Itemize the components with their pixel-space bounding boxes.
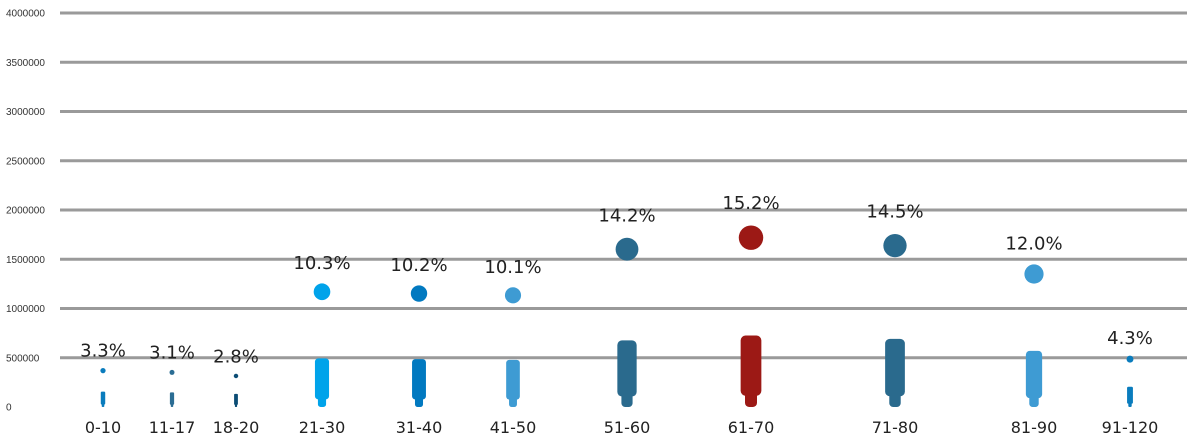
- data-label: 14.5%: [866, 202, 923, 223]
- x-tick-label: 31-40: [396, 418, 443, 437]
- y-axis: 0 500000 1000000 1500000 2000000 2500000 30000…: [6, 9, 45, 414]
- bar-torso: [1025, 350, 1043, 399]
- y-tick-label: 1500000: [6, 255, 45, 266]
- x-tick-label: 0-10: [85, 418, 121, 437]
- data-label: 2.8%: [213, 347, 259, 368]
- bar-torso: [740, 335, 762, 396]
- x-tick-label: 11-17: [149, 418, 196, 437]
- bar-71-80: 14.5%: [866, 202, 924, 407]
- data-label: 10.2%: [390, 255, 447, 276]
- data-label: 10.3%: [293, 253, 350, 274]
- bar-torso: [234, 393, 238, 405]
- x-tick-label: 51-60: [604, 418, 651, 437]
- x-tick-label: 91-120: [1102, 418, 1159, 437]
- gridlines: [60, 11, 1187, 360]
- bar-head: [169, 369, 175, 375]
- bar-41-50: 10.1%: [484, 257, 542, 407]
- data-label: 3.1%: [149, 343, 195, 364]
- y-tick-label: 500000: [6, 353, 40, 364]
- y-tick-label: 2000000: [6, 206, 45, 217]
- data-label: 3.3%: [80, 341, 126, 362]
- bar-torso: [412, 359, 426, 400]
- bar-head: [738, 225, 764, 250]
- bar-torso: [885, 338, 905, 397]
- bar-torso: [506, 359, 520, 400]
- bar-head: [1024, 264, 1044, 284]
- bar-torso: [100, 391, 106, 405]
- data-label: 4.3%: [1107, 328, 1153, 349]
- bar-torso: [169, 392, 175, 405]
- bars: 3.3% 3.1% 2.8% 10.3% 10.2% 10.1% 14.2% 15.2% 14.…: [80, 193, 1153, 407]
- bar-head: [615, 237, 639, 261]
- y-tick-label: 4000000: [6, 9, 45, 20]
- bar-61-70: 15.2%: [722, 193, 780, 407]
- bar-51-60: 14.2%: [598, 206, 656, 407]
- data-label: 14.2%: [598, 206, 655, 227]
- bar-0-10: 3.3%: [80, 341, 126, 407]
- bar-head: [410, 285, 428, 302]
- x-tick-label: 18-20: [213, 418, 260, 437]
- bar-18-20: 2.8%: [213, 347, 259, 407]
- data-label: 15.2%: [722, 193, 779, 214]
- bar-head: [233, 373, 239, 379]
- bar-21-30: 10.3%: [293, 253, 351, 407]
- data-label: 10.1%: [484, 257, 541, 278]
- y-tick-label: 0: [6, 403, 12, 414]
- data-label: 12.0%: [1005, 233, 1062, 254]
- x-tick-label: 61-70: [728, 418, 775, 437]
- y-tick-label: 3500000: [6, 58, 45, 69]
- x-tick-label: 41-50: [490, 418, 537, 437]
- bar-head: [100, 368, 106, 374]
- y-tick-label: 3000000: [6, 107, 45, 118]
- bar-torso: [1127, 386, 1133, 404]
- bar-head: [504, 287, 522, 304]
- x-axis: 0-10 11-17 18-20 21-30 31-40 41-50 51-60 61-70 7…: [85, 418, 1158, 437]
- bar-head: [1126, 355, 1134, 363]
- bar-91-120: 4.3%: [1107, 328, 1153, 407]
- bar-head: [313, 283, 331, 301]
- bar-31-40: 10.2%: [390, 255, 448, 407]
- x-tick-label: 81-90: [1011, 418, 1058, 437]
- bar-head: [883, 234, 907, 258]
- x-tick-label: 71-80: [872, 418, 919, 437]
- y-tick-label: 2500000: [6, 156, 45, 167]
- x-tick-label: 21-30: [299, 418, 346, 437]
- bar-81-90: 12.0%: [1005, 233, 1063, 407]
- bar-11-17: 3.1%: [149, 343, 195, 407]
- y-tick-label: 1000000: [6, 304, 45, 315]
- bar-torso: [314, 358, 330, 400]
- bar-torso: [617, 340, 637, 397]
